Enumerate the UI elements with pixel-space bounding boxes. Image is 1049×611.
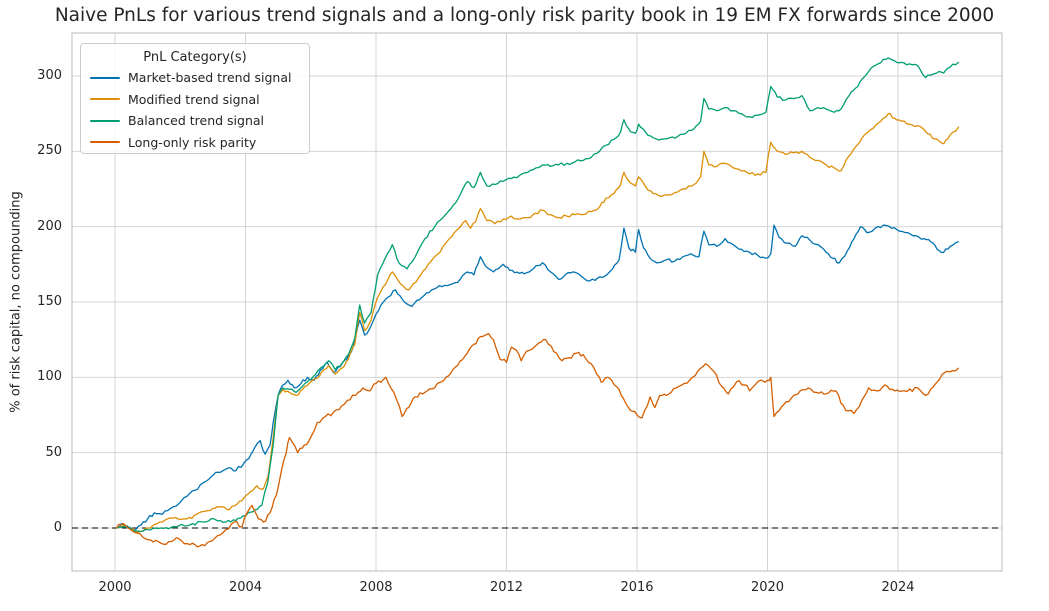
series-line-modified-trend-signal: [115, 113, 960, 534]
legend-line-swatch: [90, 98, 120, 101]
legend-item-label: Balanced trend signal: [128, 113, 265, 129]
chart-title: Naive PnLs for various trend signals and…: [54, 5, 995, 26]
legend-items: Market-based trend signal Modified trend …: [81, 67, 309, 153]
y-tick-label: 100: [37, 369, 62, 385]
legend-item-label: Market-based trend signal: [128, 70, 292, 86]
legend-item: Modified trend signal: [81, 89, 309, 111]
x-tick-label: 2020: [750, 580, 785, 595]
legend-title: PnL Category(s): [143, 50, 247, 65]
y-tick-label: 150: [37, 293, 62, 309]
series-line-market-based-trend-signal: [115, 224, 960, 532]
x-tick-label: 2016: [620, 580, 654, 595]
legend-item-label: Long-only risk parity: [128, 134, 257, 150]
y-tick-label: 0: [53, 520, 62, 535]
y-tick-label: 50: [45, 444, 62, 460]
y-tick-label: 300: [37, 67, 62, 83]
series-line-long-only-risk-parity: [115, 332, 960, 548]
legend-item-label: Modified trend signal: [128, 91, 260, 107]
legend-line-swatch: [90, 141, 120, 144]
x-tick-label: 2004: [228, 580, 263, 595]
series-line-balanced-trend-signal: [115, 57, 960, 533]
x-tick-label: 2012: [489, 580, 524, 595]
legend-item: Market-based trend signal: [81, 67, 309, 89]
y-tick-label: 200: [37, 218, 62, 234]
legend-item: Long-only risk parity: [81, 132, 309, 154]
plot-border: [71, 32, 1003, 572]
y-tick-label: 250: [37, 143, 62, 159]
legend-box: PnL Category(s) Market-based trend signa…: [80, 43, 310, 154]
legend-line-swatch: [90, 76, 120, 79]
x-tick-label: 2008: [359, 580, 393, 595]
legend-line-swatch: [90, 119, 120, 122]
x-tick-label: 2024: [881, 580, 915, 595]
legend-item: Balanced trend signal: [81, 110, 309, 132]
x-tick-label: 2000: [98, 580, 132, 595]
